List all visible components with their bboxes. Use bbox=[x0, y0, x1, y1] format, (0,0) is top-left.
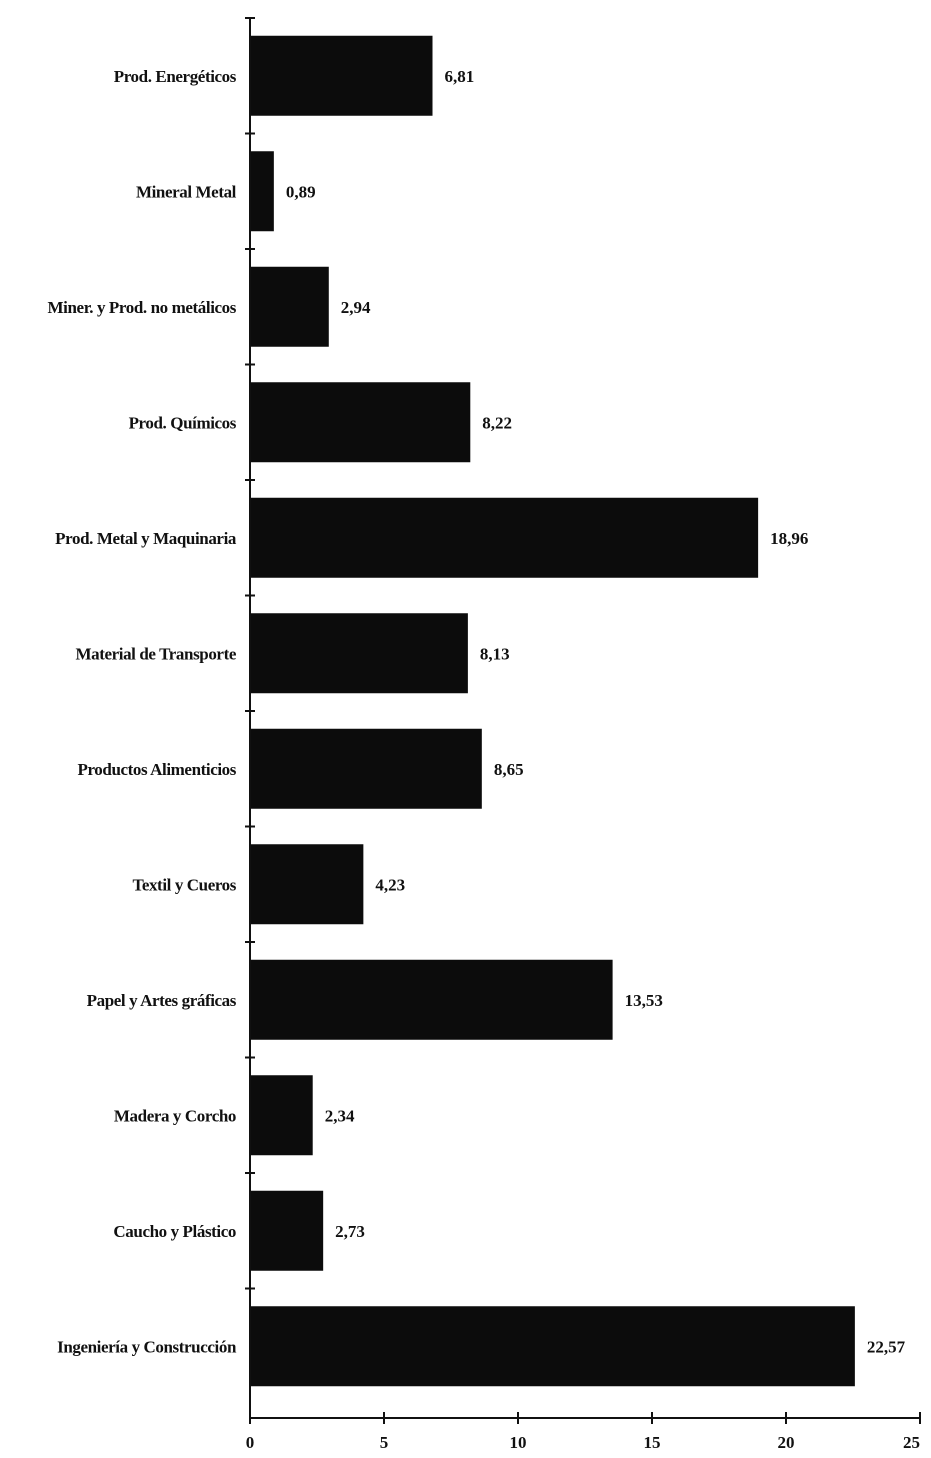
category-label: Textil y Cueros bbox=[132, 875, 236, 894]
bar-1 bbox=[250, 35, 433, 116]
value-label: 0,89 bbox=[286, 182, 316, 201]
bar-3 bbox=[250, 266, 329, 347]
bar-5 bbox=[250, 497, 759, 578]
bars-layer bbox=[250, 35, 855, 1387]
category-label: Material de Transporte bbox=[75, 644, 236, 663]
bar-7 bbox=[250, 728, 482, 809]
category-label: Madera y Corcho bbox=[114, 1106, 236, 1125]
category-label: Miner. y Prod. no metálicos bbox=[48, 298, 237, 317]
value-label: 8,13 bbox=[480, 644, 510, 663]
x-tick-label: 15 bbox=[644, 1433, 661, 1452]
value-label: 2,34 bbox=[325, 1106, 355, 1125]
value-labels-layer: 6,81 0,89 2,94 8,22 18,96 8,13 8,65 4,23 13,53 2,… bbox=[286, 67, 906, 1357]
x-tick-label: 20 bbox=[778, 1433, 795, 1452]
x-tick-label: 0 bbox=[246, 1433, 255, 1452]
bar-10 bbox=[250, 1075, 313, 1156]
category-labels-layer: Prod. Energéticos Mineral Metal Miner. y P… bbox=[48, 67, 238, 1357]
bar-4 bbox=[250, 382, 471, 463]
bar-2 bbox=[250, 151, 274, 232]
bar-11 bbox=[250, 1190, 324, 1271]
category-label: Prod. Químicos bbox=[129, 413, 237, 432]
value-label: 4,23 bbox=[375, 875, 405, 894]
value-label: 18,96 bbox=[770, 529, 808, 548]
x-tick-label: 25 bbox=[903, 1433, 920, 1452]
x-ticks-layer: 0 5 10 15 20 25 bbox=[245, 17, 921, 1452]
value-label: 6,81 bbox=[445, 67, 475, 86]
bar-6 bbox=[250, 613, 468, 694]
category-label: Productos Alimenticios bbox=[77, 760, 236, 779]
bar-12 bbox=[250, 1306, 855, 1387]
category-label: Caucho y Plástico bbox=[113, 1222, 236, 1241]
axis-layer bbox=[249, 18, 920, 1419]
value-label: 13,53 bbox=[625, 991, 663, 1010]
value-label: 2,73 bbox=[335, 1222, 365, 1241]
category-label: Prod. Energéticos bbox=[114, 67, 237, 86]
x-tick-label: 5 bbox=[380, 1433, 389, 1452]
category-label: Papel y Artes gráficas bbox=[87, 991, 237, 1010]
value-label: 2,94 bbox=[341, 298, 371, 317]
value-label: 8,22 bbox=[482, 413, 512, 432]
category-label: Ingeniería y Construcción bbox=[57, 1337, 237, 1356]
value-label: 8,65 bbox=[494, 760, 524, 779]
x-tick-label: 10 bbox=[510, 1433, 527, 1452]
bar-8 bbox=[250, 844, 364, 925]
bar-9 bbox=[250, 959, 613, 1040]
category-label: Prod. Metal y Maquinaria bbox=[55, 529, 237, 548]
category-label: Mineral Metal bbox=[136, 182, 237, 201]
value-label: 22,57 bbox=[867, 1337, 906, 1356]
